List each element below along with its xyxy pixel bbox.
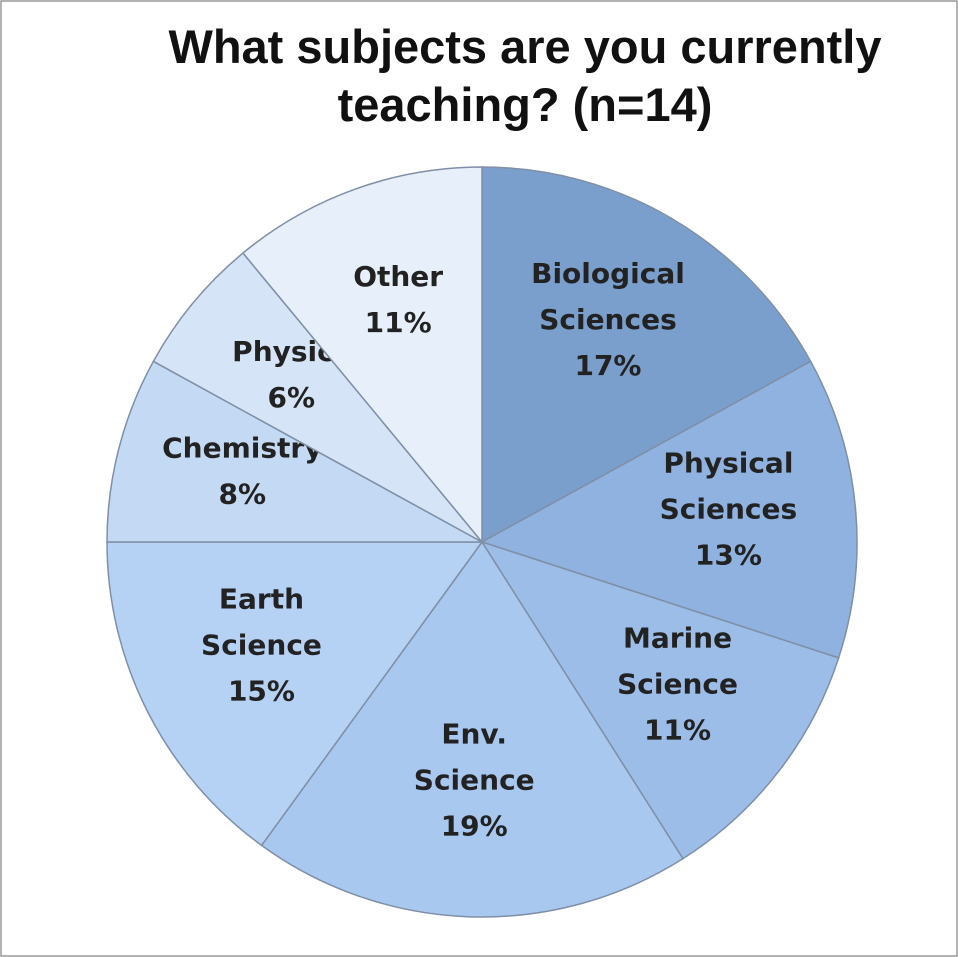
category-label: Other [353, 260, 443, 293]
category-label: Physical Sciences [660, 447, 798, 526]
category-label: Biological Sciences [531, 257, 685, 336]
category-label: Env. Science [414, 717, 535, 796]
pie-slice [480, 360, 858, 659]
value-label: 19% [441, 809, 508, 842]
value-label: 11% [644, 714, 711, 747]
value-label: 11% [365, 306, 432, 339]
chart-title: What subjects are you currently teaching… [168, 20, 882, 131]
category-label: Marine Science [617, 622, 738, 701]
value-label: 13% [695, 539, 762, 572]
pie-slice [106, 541, 484, 847]
value-label: 17% [574, 349, 641, 382]
pie-slice [106, 360, 483, 543]
value-label: 8% [219, 477, 267, 510]
pie-slice [241, 166, 483, 545]
pie-slice [152, 252, 483, 543]
value-label: 15% [228, 674, 295, 707]
category-label: Earth Science [201, 582, 322, 661]
pie-slice [481, 166, 812, 544]
pie-slice [260, 540, 684, 918]
pie-slice [480, 540, 840, 860]
value-label: 6% [268, 381, 316, 414]
